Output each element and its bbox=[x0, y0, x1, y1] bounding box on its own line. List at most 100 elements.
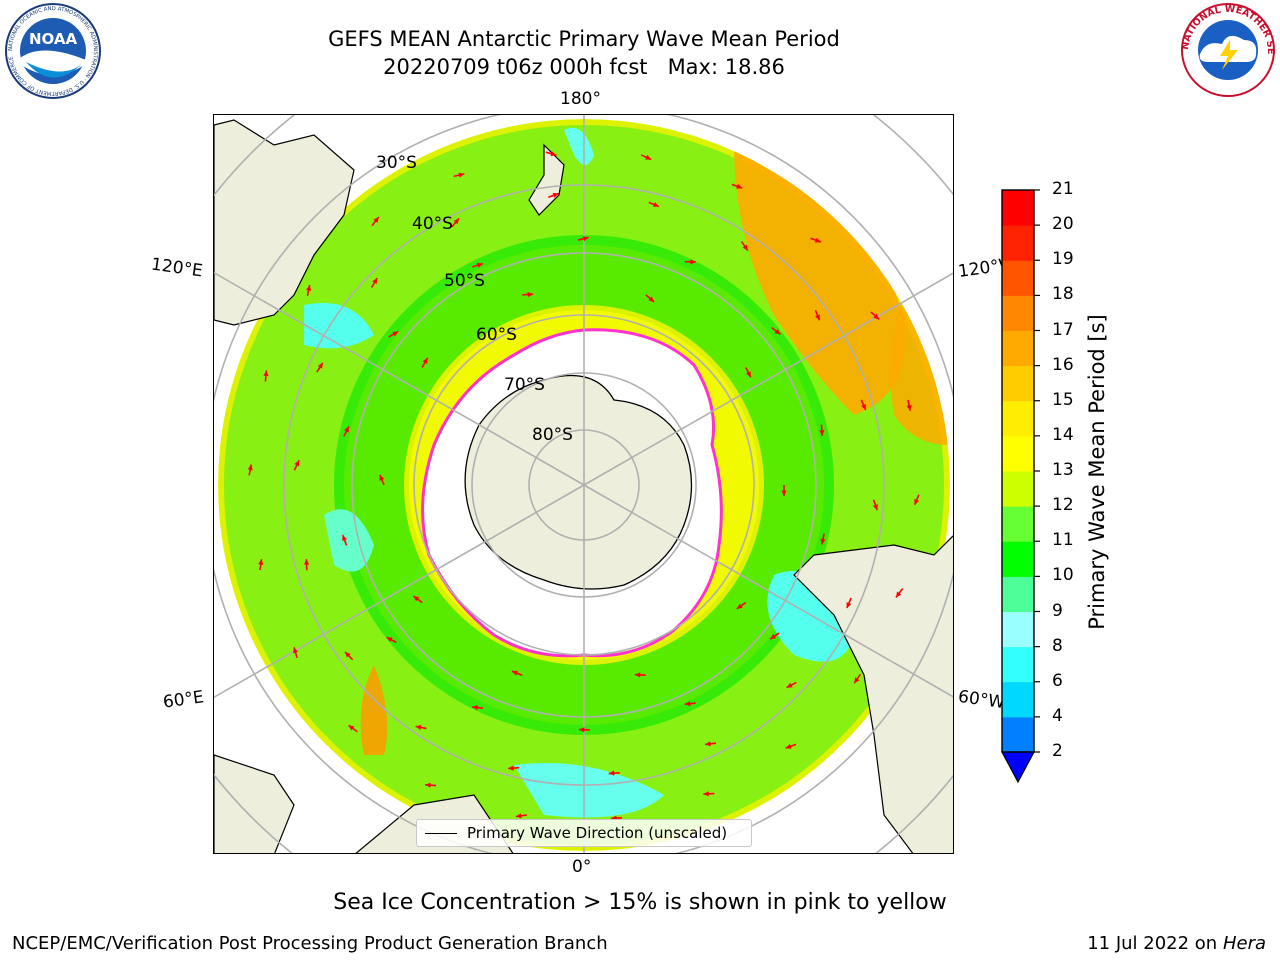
wave-arrow-head bbox=[690, 259, 696, 265]
polar-map bbox=[214, 115, 953, 853]
new-zealand-land bbox=[528, 143, 565, 216]
footer-date-text: 11 Jul 2022 on bbox=[1087, 933, 1223, 954]
map-legend: Primary Wave Direction (unscaled) bbox=[416, 819, 752, 847]
colorbar-bin bbox=[1002, 190, 1034, 226]
wave-arrow-head bbox=[306, 285, 312, 291]
wave-arrow-head bbox=[392, 331, 399, 337]
chart-subtitle: 20220709 t06z 000h fcst Max: 18.86 bbox=[383, 55, 785, 79]
colorbar-tick-label: 16 bbox=[1052, 354, 1074, 375]
wave-arrow-head bbox=[820, 538, 826, 545]
colorbar-tick-label: 4 bbox=[1052, 705, 1063, 726]
wave-arrow-head bbox=[293, 647, 299, 654]
colorbar-tick-label: 20 bbox=[1052, 214, 1074, 235]
wave-arrow-head bbox=[854, 677, 860, 684]
colorbar-tick-label: 10 bbox=[1052, 565, 1074, 586]
wave-arrow-head bbox=[372, 278, 378, 285]
wave-arrow-head bbox=[684, 701, 691, 707]
colorbar-bin bbox=[1002, 471, 1034, 507]
colorbar-bin bbox=[1002, 225, 1034, 261]
wave-arrow-head bbox=[458, 172, 465, 178]
wave-arrow-head bbox=[348, 725, 355, 731]
legend-label: Primary Wave Direction (unscaled) bbox=[467, 824, 728, 842]
colorbar-tick-label: 15 bbox=[1052, 389, 1074, 410]
wave-arrow-head bbox=[550, 151, 557, 157]
wave-arrow-head bbox=[873, 313, 880, 320]
colorbar-tick-label: 21 bbox=[1052, 179, 1074, 199]
wave-arrow-head bbox=[914, 498, 920, 505]
wave-arrow-head bbox=[425, 782, 431, 788]
wave-arrow-head bbox=[379, 474, 385, 481]
colorbar-bin bbox=[1002, 541, 1034, 577]
australia-land bbox=[214, 119, 355, 326]
wave-arrow-head bbox=[476, 262, 483, 268]
wave-arrow-head bbox=[317, 362, 323, 369]
wave-arrow-head bbox=[872, 504, 878, 511]
wave-arrow-head bbox=[342, 535, 348, 542]
lon-label-180: 180° bbox=[560, 89, 601, 109]
wave-arrow-head bbox=[653, 202, 659, 207]
lon-label-60e: 60°E bbox=[161, 687, 206, 713]
colorbar-tick-label: 19 bbox=[1052, 249, 1074, 270]
wave-arrow-head bbox=[645, 154, 652, 160]
wave-arrow-head bbox=[814, 237, 821, 243]
colorbar-tick-label: 13 bbox=[1052, 460, 1074, 480]
wave-arrow-head bbox=[705, 741, 711, 747]
colorbar-bin bbox=[1002, 400, 1034, 437]
colorbar-title: Primary Wave Mean Period [s] bbox=[1085, 314, 1109, 630]
wave-arrow-head bbox=[552, 192, 559, 198]
colorbar-bin bbox=[1002, 646, 1034, 683]
svg-text:NOAA: NOAA bbox=[29, 30, 78, 48]
lat-label-30s: 30°S bbox=[376, 153, 417, 173]
wave-arrow-head bbox=[703, 791, 709, 797]
wave-arrow-head bbox=[508, 765, 514, 771]
wave-arrow-head bbox=[861, 403, 866, 410]
wave-arrow-head bbox=[303, 559, 310, 565]
lat-label-70s: 70°S bbox=[504, 375, 545, 395]
noaa-logo: NOAA NATIONAL OCEANIC AND ATMOSPHERIC AD… bbox=[5, 3, 101, 99]
colorbar-bin bbox=[1002, 576, 1034, 612]
wave-arrow-head bbox=[895, 591, 902, 598]
wave-arrow-head bbox=[247, 464, 253, 471]
wave-arrow-head bbox=[786, 682, 793, 688]
colorbar-tick-label: 6 bbox=[1052, 670, 1063, 691]
colorbar-tick-label: 17 bbox=[1052, 319, 1074, 340]
wave-arrow-head bbox=[294, 460, 300, 467]
wave-arrow-head bbox=[263, 370, 269, 377]
wave-arrow-head bbox=[472, 704, 478, 711]
wave-arrow-head bbox=[582, 236, 589, 242]
colorbar-tick-label: 2 bbox=[1052, 741, 1063, 761]
wave-arrow-head bbox=[415, 724, 422, 730]
colorbar-bin bbox=[1002, 611, 1034, 648]
wave-arrow-head bbox=[373, 216, 379, 223]
wave-arrow-head bbox=[906, 404, 912, 411]
graticule bbox=[214, 115, 953, 853]
lat-label-50s: 50°S bbox=[444, 271, 485, 291]
wave-arrow-head bbox=[344, 426, 349, 433]
colorbar-bin bbox=[1002, 330, 1034, 367]
chart-title: GEFS MEAN Antarctic Primary Wave Mean Pe… bbox=[328, 27, 840, 51]
wave-arrow-head bbox=[774, 328, 781, 335]
map-panel: 30°S 40°S 50°S 60°S 70°S 80°S Primary Wa… bbox=[213, 114, 954, 854]
colorbar-bin bbox=[1002, 681, 1034, 718]
wave-arrow-head bbox=[785, 743, 792, 749]
lat-label-80s: 80°S bbox=[532, 425, 573, 445]
wave-arrow-head bbox=[453, 218, 460, 225]
wave-arrow-head bbox=[736, 183, 743, 189]
lat-label-60s: 60°S bbox=[476, 325, 517, 345]
wave-arrow-head bbox=[745, 371, 751, 378]
wave-arrow-head bbox=[634, 672, 641, 678]
colorbar-bin bbox=[1002, 365, 1034, 402]
legend-line-swatch bbox=[425, 833, 457, 835]
footer-credit: NCEP/EMC/Verification Post Processing Pr… bbox=[12, 933, 608, 954]
wave-arrow-head bbox=[736, 603, 743, 609]
wave-arrow-head bbox=[527, 291, 534, 298]
colorbar bbox=[1001, 189, 1040, 784]
lon-label-0: 0° bbox=[572, 857, 592, 877]
sea-ice-note: Sea Ice Concentration > 15% is shown in … bbox=[333, 890, 947, 915]
wave-arrow-head bbox=[648, 296, 655, 302]
wave-arrow-head bbox=[578, 727, 585, 733]
footer-date: 11 Jul 2022 on Hera bbox=[1087, 933, 1266, 954]
lat-label-40s: 40°S bbox=[412, 214, 453, 234]
wave-arrow-head bbox=[345, 651, 351, 658]
wave-arrow-head bbox=[258, 559, 264, 565]
